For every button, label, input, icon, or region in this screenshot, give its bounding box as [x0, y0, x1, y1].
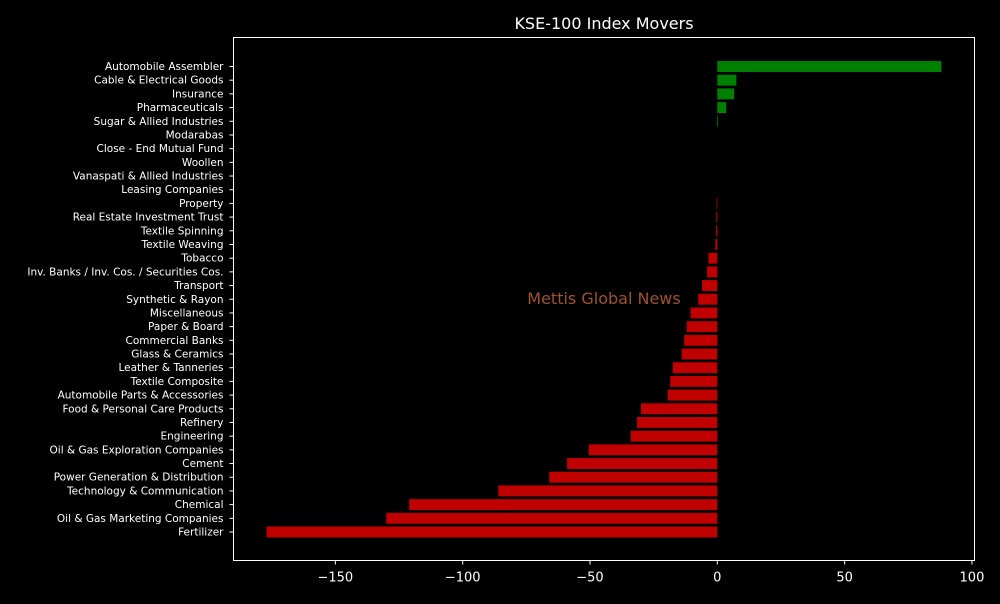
x-tick-label: −50 — [576, 571, 603, 586]
bar — [708, 252, 718, 264]
bar — [640, 403, 718, 415]
category-label: Transport — [173, 280, 223, 292]
category-label: Leasing Companies — [121, 184, 223, 196]
category-label: Miscellaneous — [150, 307, 224, 319]
category-label: Close - End Mutual Fund — [97, 143, 224, 155]
bar — [588, 444, 718, 456]
bar — [716, 211, 718, 223]
x-tick-label: 100 — [960, 571, 985, 586]
x-tick-label: 50 — [836, 571, 853, 586]
x-tick-label: 0 — [713, 571, 721, 586]
category-labels: Automobile Assembler Cable & Electrical G… — [27, 61, 224, 539]
bar — [684, 334, 718, 346]
bar — [716, 197, 718, 209]
bar — [637, 416, 718, 428]
chart-title: KSE-100 Index Movers — [514, 14, 693, 33]
bars-layer — [266, 61, 942, 538]
category-label: Synthetic & Rayon — [126, 294, 223, 306]
category-label: Food & Personal Care Products — [62, 403, 223, 415]
watermark-text: Mettis Global News — [527, 289, 680, 308]
category-label: Cement — [182, 458, 223, 470]
category-label: Engineering — [161, 431, 224, 443]
category-label: Textile Weaving — [141, 239, 224, 251]
category-label: Sugar & Allied Industries — [94, 116, 224, 128]
bar — [717, 61, 942, 72]
category-label: Commercial Banks — [126, 335, 224, 347]
bar — [567, 458, 718, 470]
category-label: Paper & Board — [148, 321, 223, 333]
bar — [667, 389, 718, 401]
category-label: Oil & Gas Exploration Companies — [50, 444, 224, 456]
category-label: Oil & Gas Marketing Companies — [57, 513, 224, 525]
category-label: Insurance — [172, 88, 224, 100]
category-label: Textile Spinning — [140, 225, 224, 237]
x-tick-label: −150 — [318, 571, 354, 586]
category-label: Vanaspati & Allied Industries — [73, 171, 224, 183]
x-axis-ticks: −150 −100 −50 0 50 100 — [318, 560, 985, 586]
bar — [672, 362, 718, 374]
category-label: Woollen — [182, 157, 224, 169]
bar — [681, 348, 718, 360]
bar — [409, 499, 718, 511]
bar — [717, 102, 727, 114]
bar — [717, 88, 735, 100]
bar — [717, 74, 737, 86]
category-label: Inv. Banks / Inv. Cos. / Securities Cos. — [27, 266, 223, 278]
bar — [716, 225, 718, 237]
bar — [715, 239, 718, 250]
plot-frame — [233, 37, 975, 561]
category-label: Refinery — [180, 417, 224, 429]
category-label: Automobile Parts & Accessories — [58, 390, 224, 402]
bar — [717, 115, 719, 127]
category-label: Chemical — [175, 499, 224, 511]
bar — [686, 321, 718, 333]
category-label: Glass & Ceramics — [131, 349, 223, 361]
x-tick-label: −100 — [445, 571, 481, 586]
bar — [707, 266, 718, 278]
category-label: Automobile Assembler — [105, 61, 224, 73]
bar — [386, 512, 718, 524]
category-label: Tobacco — [180, 253, 223, 265]
category-label: Cable & Electrical Goods — [94, 75, 223, 87]
bar — [549, 471, 718, 483]
bar — [498, 485, 718, 497]
bar — [630, 430, 718, 442]
category-label: Technology & Communication — [66, 485, 223, 497]
bar — [690, 307, 718, 319]
bar — [670, 375, 718, 387]
category-label: Real Estate Investment Trust — [73, 212, 224, 224]
category-label: Leather & Tanneries — [118, 362, 223, 374]
bar — [702, 280, 718, 292]
category-label: Fertilizer — [178, 527, 224, 539]
category-label: Modarabas — [166, 129, 224, 141]
category-label: Property — [179, 198, 223, 210]
category-label: Pharmaceuticals — [137, 102, 224, 114]
category-label: Power Generation & Distribution — [54, 472, 224, 484]
bar — [698, 293, 718, 305]
category-label: Textile Composite — [130, 376, 224, 388]
y-axis-ticks — [229, 66, 234, 533]
bar — [266, 526, 718, 538]
